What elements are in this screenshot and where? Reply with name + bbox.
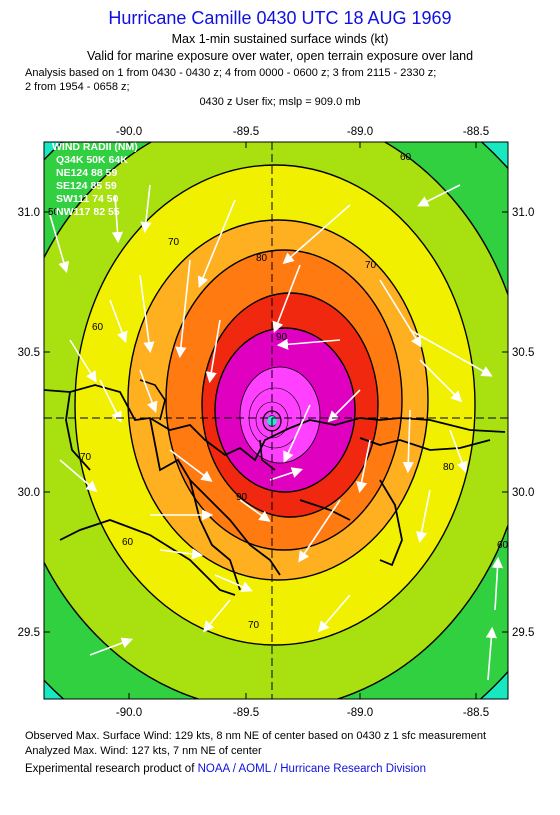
- lon-tick-label: -88.5: [463, 126, 489, 138]
- wind-radii-title: WIND RADII (NM): [52, 141, 138, 153]
- user-fix-line: 0430 z User fix; mslp = 909.0 mb: [199, 96, 361, 108]
- wind-radii-row: NW117 82 55: [56, 206, 120, 218]
- credit-line: Experimental research product of NOAA / …: [25, 763, 426, 775]
- contour-label: 60: [400, 152, 412, 163]
- lat-tick-label: 31.0: [18, 207, 40, 219]
- wind-contour-field: 80 90 70 60 50 70 60 70 90 60 70 60 80: [44, 142, 509, 699]
- contour-label: 70: [168, 237, 180, 248]
- lat-tick-label: 31.0: [512, 207, 534, 219]
- tick-marks: [44, 142, 508, 699]
- lon-tick-label: -88.5: [463, 707, 489, 719]
- contour-label: 80: [256, 253, 268, 264]
- lon-tick-label: -89.0: [347, 707, 373, 719]
- wind-radii-row: NE124 88 59: [56, 167, 117, 179]
- lon-tick-label: -89.5: [233, 126, 259, 138]
- hrd-link[interactable]: NOAA / AOML / Hurricane Research Divisio…: [197, 763, 426, 775]
- credit-prefix: Experimental research product of: [25, 763, 198, 775]
- lon-tick-label: -89.0: [347, 126, 373, 138]
- contour-label: 60: [122, 537, 134, 548]
- observed-max-wind: Observed Max. Surface Wind: 129 kts, 8 n…: [25, 730, 487, 742]
- wind-radii-table: WIND RADII (NM) Q34K 50K 64K NE124 88 59…: [52, 141, 138, 218]
- wind-radii-row: SW111 74 50: [56, 193, 119, 205]
- longitude-labels-top: -90.0 -89.5 -89.0 -88.5: [116, 126, 489, 138]
- map-subtitle-exposure: Valid for marine exposure over water, op…: [86, 49, 474, 63]
- lon-tick-label: -89.5: [233, 707, 259, 719]
- map-title: Hurricane Camille 0430 UTC 18 AUG 1969: [108, 8, 452, 28]
- contour-label: 60: [92, 322, 104, 333]
- latitude-labels-left: 31.0 30.5 30.0 29.5: [18, 207, 40, 639]
- lat-tick-label: 29.5: [512, 627, 534, 639]
- contour-label: 50: [48, 207, 60, 218]
- wind-radii-header: Q34K 50K 64K: [56, 154, 128, 166]
- wind-radii-row: SE124 85 59: [56, 180, 117, 192]
- contour-label: 90: [236, 492, 248, 503]
- wind-vectors: [49, 184, 504, 681]
- plot-frame: [43, 141, 509, 700]
- contour-label: 80: [443, 462, 455, 473]
- analyzed-max-wind: Analyzed Max. Wind: 127 kts, 7 nm NE of …: [25, 745, 262, 757]
- lon-tick-label: -90.0: [116, 126, 142, 138]
- state-outlines: [139, 379, 276, 471]
- contour-label: 70: [80, 452, 92, 463]
- contour-label: 60: [497, 540, 509, 551]
- lat-tick-label: 29.5: [18, 627, 40, 639]
- map-subtitle-units: Max 1-min sustained surface winds (kt): [171, 32, 389, 46]
- contour-100: [240, 367, 320, 463]
- latitude-labels-right: 31.0 30.5 30.0 29.5: [512, 207, 534, 639]
- lat-tick-label: 30.5: [512, 347, 534, 359]
- contour-label: 70: [248, 620, 260, 631]
- analysis-line-1: Analysis based on 1 from 0430 - 0430 z; …: [25, 67, 437, 79]
- lat-tick-label: 30.0: [18, 487, 40, 499]
- lat-tick-label: 30.5: [18, 347, 40, 359]
- lon-tick-label: -90.0: [116, 707, 142, 719]
- contour-label: 90: [276, 332, 288, 343]
- longitude-labels-bottom: -90.0 -89.5 -89.0 -88.5: [116, 707, 489, 719]
- contour-label: 70: [365, 260, 377, 271]
- lat-tick-label: 30.0: [512, 487, 534, 499]
- contour-value-labels: 80 90 70 60 50 70 60 70 90 60 70 60 80: [48, 152, 509, 631]
- analysis-line-2: 2 from 1954 - 0658 z;: [25, 81, 130, 93]
- coastline: [44, 384, 506, 596]
